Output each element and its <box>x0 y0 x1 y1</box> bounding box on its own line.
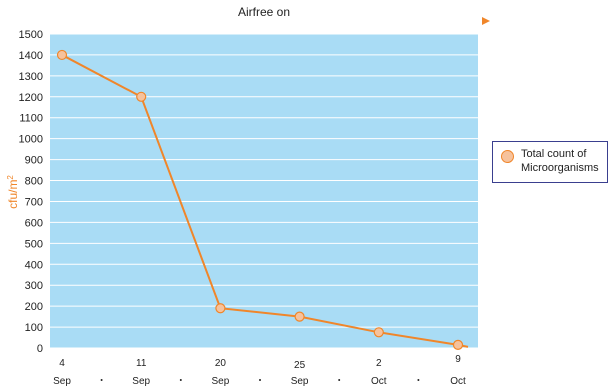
y-tick-label: 700 <box>25 196 43 208</box>
y-tick-label: 800 <box>25 176 43 188</box>
x-tick-day: 2 <box>376 358 382 369</box>
plot-area <box>50 34 478 348</box>
x-axis-ticks: 4 Sep 11 Sep 20 Sep 25 Sep 2 Oct 9 Oct <box>53 354 466 387</box>
data-point <box>136 91 147 102</box>
y-tick-label: 200 <box>25 301 43 313</box>
y-tick-label: 1000 <box>19 134 43 146</box>
y-tick-label: 1500 <box>19 29 43 41</box>
arrow-head <box>482 17 490 25</box>
y-axis-label-superscript: 2 <box>6 175 15 180</box>
annotation-label: Airfree on <box>238 5 290 19</box>
x-tick-day: 20 <box>215 358 227 369</box>
x-tick-month: Oct <box>450 376 466 387</box>
x-tick-month: Sep <box>291 376 309 387</box>
x-tick-separator <box>179 379 182 381</box>
y-tick-label: 1400 <box>19 50 43 62</box>
y-tick-label: 300 <box>25 280 43 292</box>
x-tick-day: 4 <box>59 358 65 369</box>
y-tick-label: 500 <box>25 238 43 250</box>
x-tick-separator <box>100 379 103 381</box>
y-tick-label: 0 <box>37 343 43 355</box>
x-tick-separator <box>259 379 261 381</box>
series-points <box>56 49 464 350</box>
x-tick-month: Sep <box>132 376 150 387</box>
y-tick-label: 900 <box>25 155 43 167</box>
gridlines <box>50 33 478 349</box>
y-tick-label: 1300 <box>19 71 43 83</box>
x-tick-month: Oct <box>371 376 387 387</box>
y-axis-ticks: 0 100 200 300 400 500 600 700 800 900 1000 1100 1200… <box>19 29 43 355</box>
data-point <box>373 327 384 338</box>
x-tick-day: 11 <box>136 358 147 369</box>
y-axis-label-text: cfu/m <box>6 180 20 209</box>
y-tick-label: 1100 <box>19 113 43 125</box>
x-tick-separator <box>338 379 341 381</box>
data-point <box>452 339 464 350</box>
annotation-arrow: Airfree on <box>50 5 490 25</box>
y-tick-label: 1200 <box>19 92 43 104</box>
legend: Total count of Microorganisms <box>492 141 608 183</box>
x-tick-day: 25 <box>294 360 306 371</box>
y-axis-label: cfu/m2 <box>6 175 20 209</box>
x-tick-separator <box>417 379 420 381</box>
data-point <box>215 303 226 314</box>
x-tick-day: 9 <box>455 354 461 365</box>
x-tick-month: Sep <box>212 376 230 387</box>
y-tick-label: 100 <box>25 322 43 334</box>
y-tick-label: 600 <box>25 217 43 229</box>
x-tick-month: Sep <box>53 376 71 387</box>
legend-label: Total count of Microorganisms <box>521 148 599 174</box>
data-point <box>294 311 305 322</box>
legend-marker-icon <box>501 150 514 163</box>
y-tick-label: 400 <box>25 259 43 271</box>
data-point <box>56 49 68 61</box>
